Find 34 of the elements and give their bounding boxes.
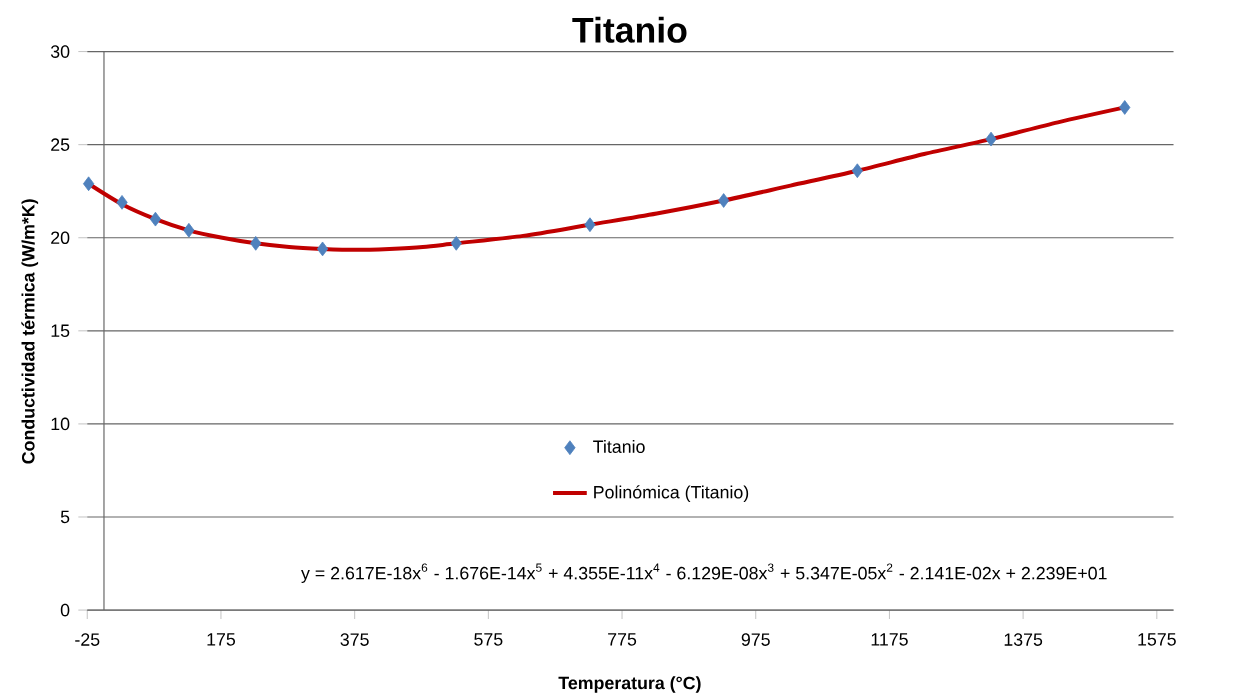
- y-tick-label: 30: [50, 45, 70, 58]
- x-tick-label: -25: [75, 633, 100, 646]
- x-tick-label: 975: [741, 633, 770, 646]
- point: [450, 235, 462, 251]
- point: [316, 241, 329, 257]
- y-tick-label: 25: [51, 138, 70, 151]
- point: [250, 235, 262, 251]
- x-tick-label: 1575: [1138, 633, 1176, 646]
- x-tick-label: 1175: [871, 633, 908, 646]
- point: [83, 176, 95, 191]
- point: [183, 222, 195, 238]
- x-axis-title: Temperatura (°C): [558, 676, 701, 693]
- y-tick-label: 15: [51, 324, 70, 337]
- chart-title: Titanio: [572, 16, 687, 43]
- x-tick-label: 1375: [1004, 633, 1043, 646]
- x-tick-label: 375: [340, 633, 369, 646]
- point: [584, 217, 596, 232]
- point: [149, 211, 162, 227]
- y-tick-label: 10: [51, 417, 70, 431]
- legend-label: Titanio: [593, 439, 645, 453]
- y-axis-title: Conductividad térmica (W/m*K): [21, 199, 39, 464]
- y-tick-label: 5: [60, 510, 70, 524]
- x-tick-label: 175: [207, 633, 236, 646]
- point: [851, 163, 863, 178]
- x-tick-label: 775: [608, 633, 637, 646]
- y-tick-label: 0: [60, 603, 70, 617]
- point: [985, 131, 997, 147]
- y-tick-label: 20: [51, 231, 70, 244]
- x-tick-label: 575: [474, 633, 503, 646]
- legend-label: Polinómica (Titanio): [594, 485, 749, 502]
- point: [1119, 99, 1131, 115]
- text: y = 2.617E-18x$^{6}$ - 1.676E-14x$^{5}$ + 4.355E-11x$^{4}$ - 6.129E-08x$^{3}$ + 5.347E-05x$^{2}$ - 2.141E-02x + 2.239E+01: [301, 563, 1107, 583]
- point: [718, 192, 730, 208]
- point: [116, 194, 128, 210]
